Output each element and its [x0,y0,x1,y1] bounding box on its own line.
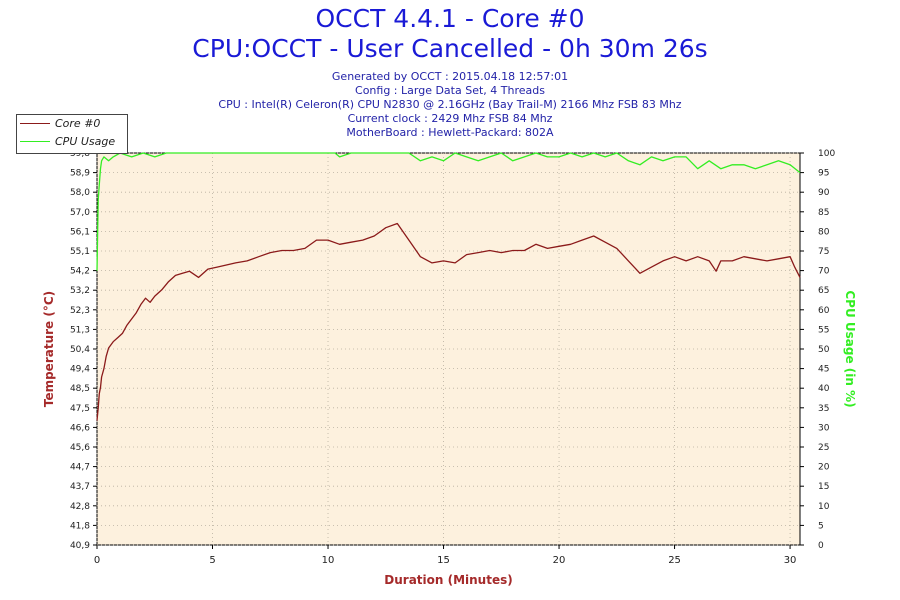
y-tick-label-left: 40,9 [70,541,90,551]
y-tick-label-left: 44,7 [70,463,90,473]
y-tick-label-right: 70 [818,267,830,277]
y-tick-label-right: 65 [818,286,829,296]
legend-label-core: Core #0 [55,117,101,130]
series-line-core-temperature [96,222,801,421]
y-tick-label-left: 56,1 [70,227,90,237]
y-tick-label-left: 47,5 [70,404,90,414]
y-tick-label-right: 100 [818,149,835,159]
y-tick-label-right: 10 [818,502,830,512]
info-motherboard: MotherBoard : Hewlett-Packard: 802A [346,126,554,139]
legend-swatch-core [20,123,50,124]
x-axis-label: Duration (Minutes) [384,573,512,587]
y-tick-label-left: 59,8 [70,149,90,159]
y-tick-label-left: 57,0 [70,208,90,218]
y-tick-label-left: 42,8 [70,502,90,512]
y-tick-label-right: 55 [818,325,829,335]
y-tick-label-right: 35 [818,404,829,414]
plot-area [96,152,801,546]
y-tick-label-left: 58,9 [70,169,90,179]
legend-item-cpu-usage: CPU Usage [17,133,127,151]
y-tick-label-left: 46,6 [70,423,90,433]
y-tick-label-right: 15 [818,482,829,492]
x-tick-label: 30 [784,555,797,566]
y-tick-label-right: 85 [818,208,829,218]
y-tick-label-right: 30 [818,423,830,433]
y-tick-label-right: 95 [818,169,829,179]
x-tick-label: 15 [437,555,450,566]
y-tick-label-right: 45 [818,365,829,375]
y-tick-label-right: 50 [818,345,830,355]
x-tick-label: 25 [668,555,681,566]
y-tick-label-left: 51,3 [70,325,90,335]
y-tick-label-left: 48,5 [70,384,90,394]
y-tick-label-left: 55,1 [70,247,90,257]
y-tick-label-right: 5 [818,521,824,531]
info-config: Config : Large Data Set, 4 Threads [355,84,545,97]
y-tick-label-right: 20 [818,463,830,473]
y-tick-label-left: 45,6 [70,443,90,453]
info-cpu: CPU : Intel(R) Celeron(R) CPU N2830 @ 2.… [218,98,682,111]
y-tick-label-left: 49,4 [70,365,90,375]
legend-item-core: Core #0 [17,115,127,133]
y-axis-label-right: CPU Usage (in %) [843,290,857,407]
y-tick-label-right: 0 [818,541,824,551]
info-clock: Current clock : 2429 Mhz FSB 84 Mhz [347,112,553,125]
legend-label-cpu-usage: CPU Usage [55,135,116,148]
x-tick-label: 10 [322,555,335,566]
legend-swatch-cpu-usage [20,141,50,142]
y-tick-label-left: 41,8 [70,521,90,531]
info-generated: Generated by OCCT : 2015.04.18 12:57:01 [331,70,569,83]
y-tick-label-right: 80 [818,227,830,237]
chart-subtitle: CPU:OCCT - User Cancelled - 0h 30m 26s [192,34,708,63]
y-tick-label-right: 90 [818,188,830,198]
y-tick-label-left: 43,7 [70,482,90,492]
y-tick-label-right: 40 [818,384,830,394]
series-line-cpu-usage [96,152,801,271]
y-tick-label-right: 60 [818,306,830,316]
y-axis-label-left: Temperature (°C) [42,291,56,407]
y-tick-label-right: 75 [818,247,829,257]
y-tick-label-left: 54,2 [70,267,90,277]
x-tick-label: 20 [553,555,566,566]
x-tick-label: 5 [209,555,215,566]
x-tick-label: 0 [94,555,100,566]
y-tick-label-left: 58,0 [70,188,90,198]
y-tick-label-left: 50,4 [70,345,90,355]
chart-title: OCCT 4.4.1 - Core #0 [315,4,585,33]
y-tick-label-right: 25 [818,443,829,453]
y-tick-label-left: 52,3 [70,306,90,316]
legend: Core #0 CPU Usage [16,114,128,154]
y-tick-label-left: 53,2 [70,286,90,296]
